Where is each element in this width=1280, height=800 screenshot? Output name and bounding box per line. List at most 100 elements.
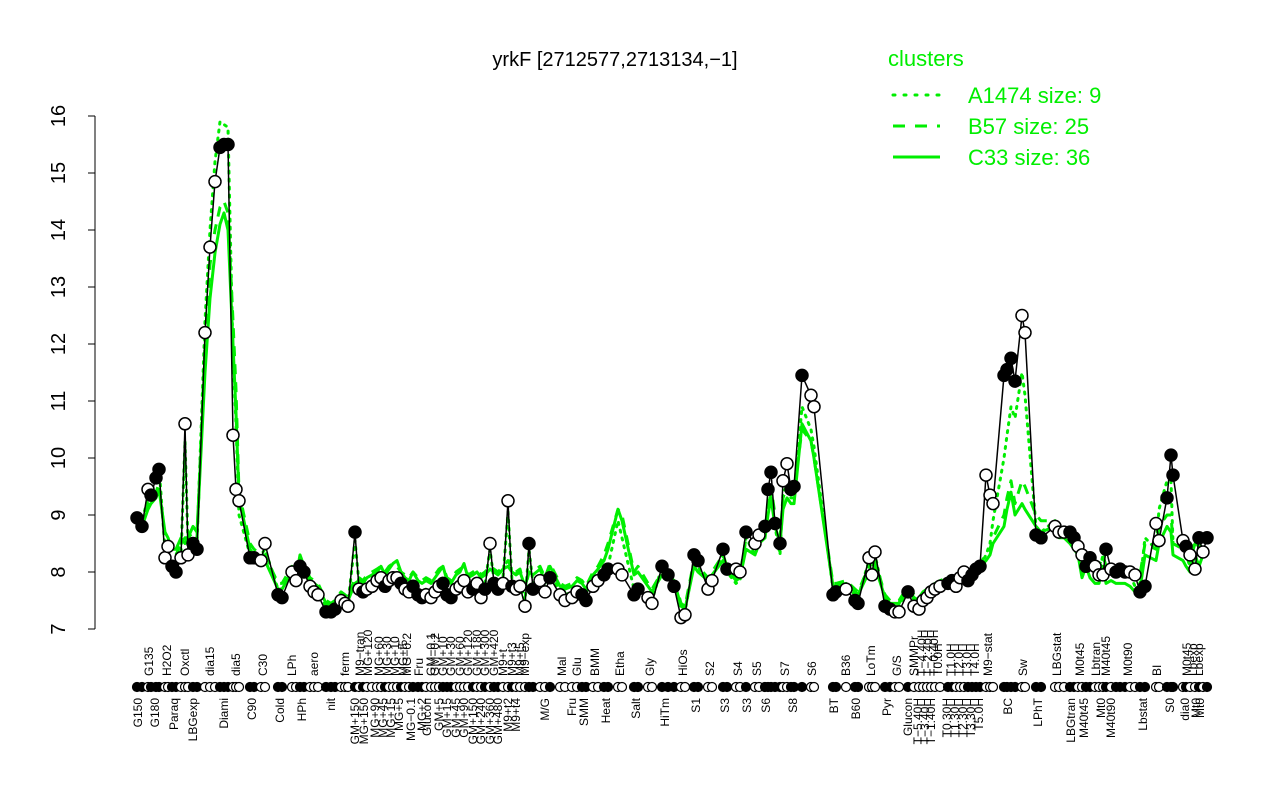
condition-label: Lbtran xyxy=(1089,642,1103,676)
condition-label: Glucon xyxy=(420,698,434,736)
condition-label: G180 xyxy=(148,698,162,728)
y-tick-label: 10 xyxy=(48,447,70,469)
data-point xyxy=(868,545,882,559)
rug-marker xyxy=(616,681,628,693)
y-axis: 7 8 9 10 11 12 13 14 15 16 xyxy=(48,105,96,635)
data-point xyxy=(1000,362,1014,377)
data-point xyxy=(258,536,272,551)
condition-label: S2 xyxy=(703,661,717,676)
y-tick-label: 7 xyxy=(48,623,70,634)
y-tick-label: 13 xyxy=(48,276,70,298)
condition-label: Etha xyxy=(613,651,627,676)
data-point xyxy=(144,488,158,502)
condition-label: S5 xyxy=(750,661,764,676)
condition-label: S6 xyxy=(759,698,773,713)
data-point xyxy=(661,568,675,582)
rug-marker xyxy=(646,681,658,693)
condition-label: dia0 xyxy=(1178,698,1192,721)
condition-label: MG+60 xyxy=(372,636,386,676)
condition-label: T1.30H xyxy=(948,698,962,737)
data-point xyxy=(716,542,730,556)
data-point xyxy=(1188,562,1202,576)
condition-label: LBGtran xyxy=(1064,698,1078,743)
data-point xyxy=(1008,374,1022,388)
data-point xyxy=(986,496,1000,511)
rug-marker xyxy=(602,681,614,693)
condition-label: M9+t2 xyxy=(501,698,515,732)
data-point xyxy=(1018,325,1032,340)
condition-label: GM+10 xyxy=(436,636,450,676)
data-point xyxy=(979,468,993,482)
condition-label: T−3.40H xyxy=(918,698,932,744)
condition-label: Mt0 xyxy=(1193,698,1207,718)
data-point xyxy=(787,479,801,494)
condition-label: M/G xyxy=(538,698,552,721)
condition-label: T2.0H xyxy=(952,643,966,676)
rug-marker xyxy=(893,681,905,693)
data-point xyxy=(1099,542,1113,556)
condition-label: M9+t xyxy=(496,648,510,676)
rug-marker xyxy=(808,681,820,693)
data-point xyxy=(311,588,325,602)
condition-label: LBGstat xyxy=(1050,632,1064,676)
data-point xyxy=(804,388,818,403)
condition-label: GM+15 xyxy=(440,698,454,738)
rug-marker xyxy=(632,681,644,693)
data-point xyxy=(1004,351,1018,366)
condition-label: H2O2 xyxy=(160,644,174,676)
condition-label: T−4.40H xyxy=(915,630,929,676)
data-point xyxy=(221,137,235,152)
condition-label: M40t90 xyxy=(1104,698,1118,738)
data-point xyxy=(579,593,593,608)
condition-label: GM+120 xyxy=(461,629,475,676)
condition-labels: G150 G135 G180 H2O2 Paraq Oxctl LBGexp dia15 Dia… xyxy=(131,629,1207,744)
condition-label: Fru xyxy=(565,698,579,716)
data-point xyxy=(198,325,212,340)
condition-label: G135 xyxy=(142,646,156,676)
data-point xyxy=(865,568,879,582)
condition-label: S4 xyxy=(731,661,745,676)
data-point xyxy=(631,582,645,596)
condition-label: T−0.40H xyxy=(927,630,941,676)
condition-label: BT xyxy=(827,697,841,713)
condition-label: GM+45 xyxy=(449,698,463,738)
data-point xyxy=(773,536,787,551)
data-point xyxy=(203,240,217,254)
condition-label: GM+360 xyxy=(483,698,497,745)
data-point xyxy=(190,542,204,556)
data-point xyxy=(522,536,536,551)
condition-label: BI xyxy=(1150,665,1164,676)
data-point xyxy=(1149,516,1163,531)
condition-label: MG+5 xyxy=(392,698,406,731)
condition-label: C30 xyxy=(256,654,270,676)
condition-label: GM+420 xyxy=(487,629,501,676)
condition-label: MG+2 xyxy=(415,698,429,731)
condition-label: S0 xyxy=(1163,698,1177,713)
condition-label: SMMPr xyxy=(907,636,921,676)
rug-marker xyxy=(721,681,733,693)
condition-label: HPh xyxy=(295,698,309,721)
condition-label: S1 xyxy=(689,698,703,713)
rug-marker xyxy=(1035,681,1047,693)
data-point xyxy=(776,474,790,488)
data-point xyxy=(1160,491,1174,505)
condition-label: MG+30 xyxy=(380,636,394,676)
rug-marker xyxy=(233,681,245,693)
rug-marker xyxy=(544,681,556,693)
condition-label: S3 xyxy=(740,698,754,713)
condition-label: GM+480 xyxy=(491,698,505,745)
condition-label: M0t45 xyxy=(1180,642,1194,676)
condition-label: G150 xyxy=(131,698,145,728)
data-point xyxy=(780,456,794,471)
y-tick-label: 12 xyxy=(48,333,70,355)
rug-marker xyxy=(1201,681,1213,693)
data-point xyxy=(289,573,303,588)
condition-label: M40t45 xyxy=(1077,698,1091,738)
condition-label: GM−0.1 xyxy=(424,633,438,676)
data-point xyxy=(739,525,753,539)
condition-label: T3.30H xyxy=(964,698,978,737)
data-point xyxy=(795,368,809,383)
data-point xyxy=(518,599,532,613)
condition-label: GM+60 xyxy=(453,636,467,676)
condition-label: T−1.40H xyxy=(924,698,938,744)
